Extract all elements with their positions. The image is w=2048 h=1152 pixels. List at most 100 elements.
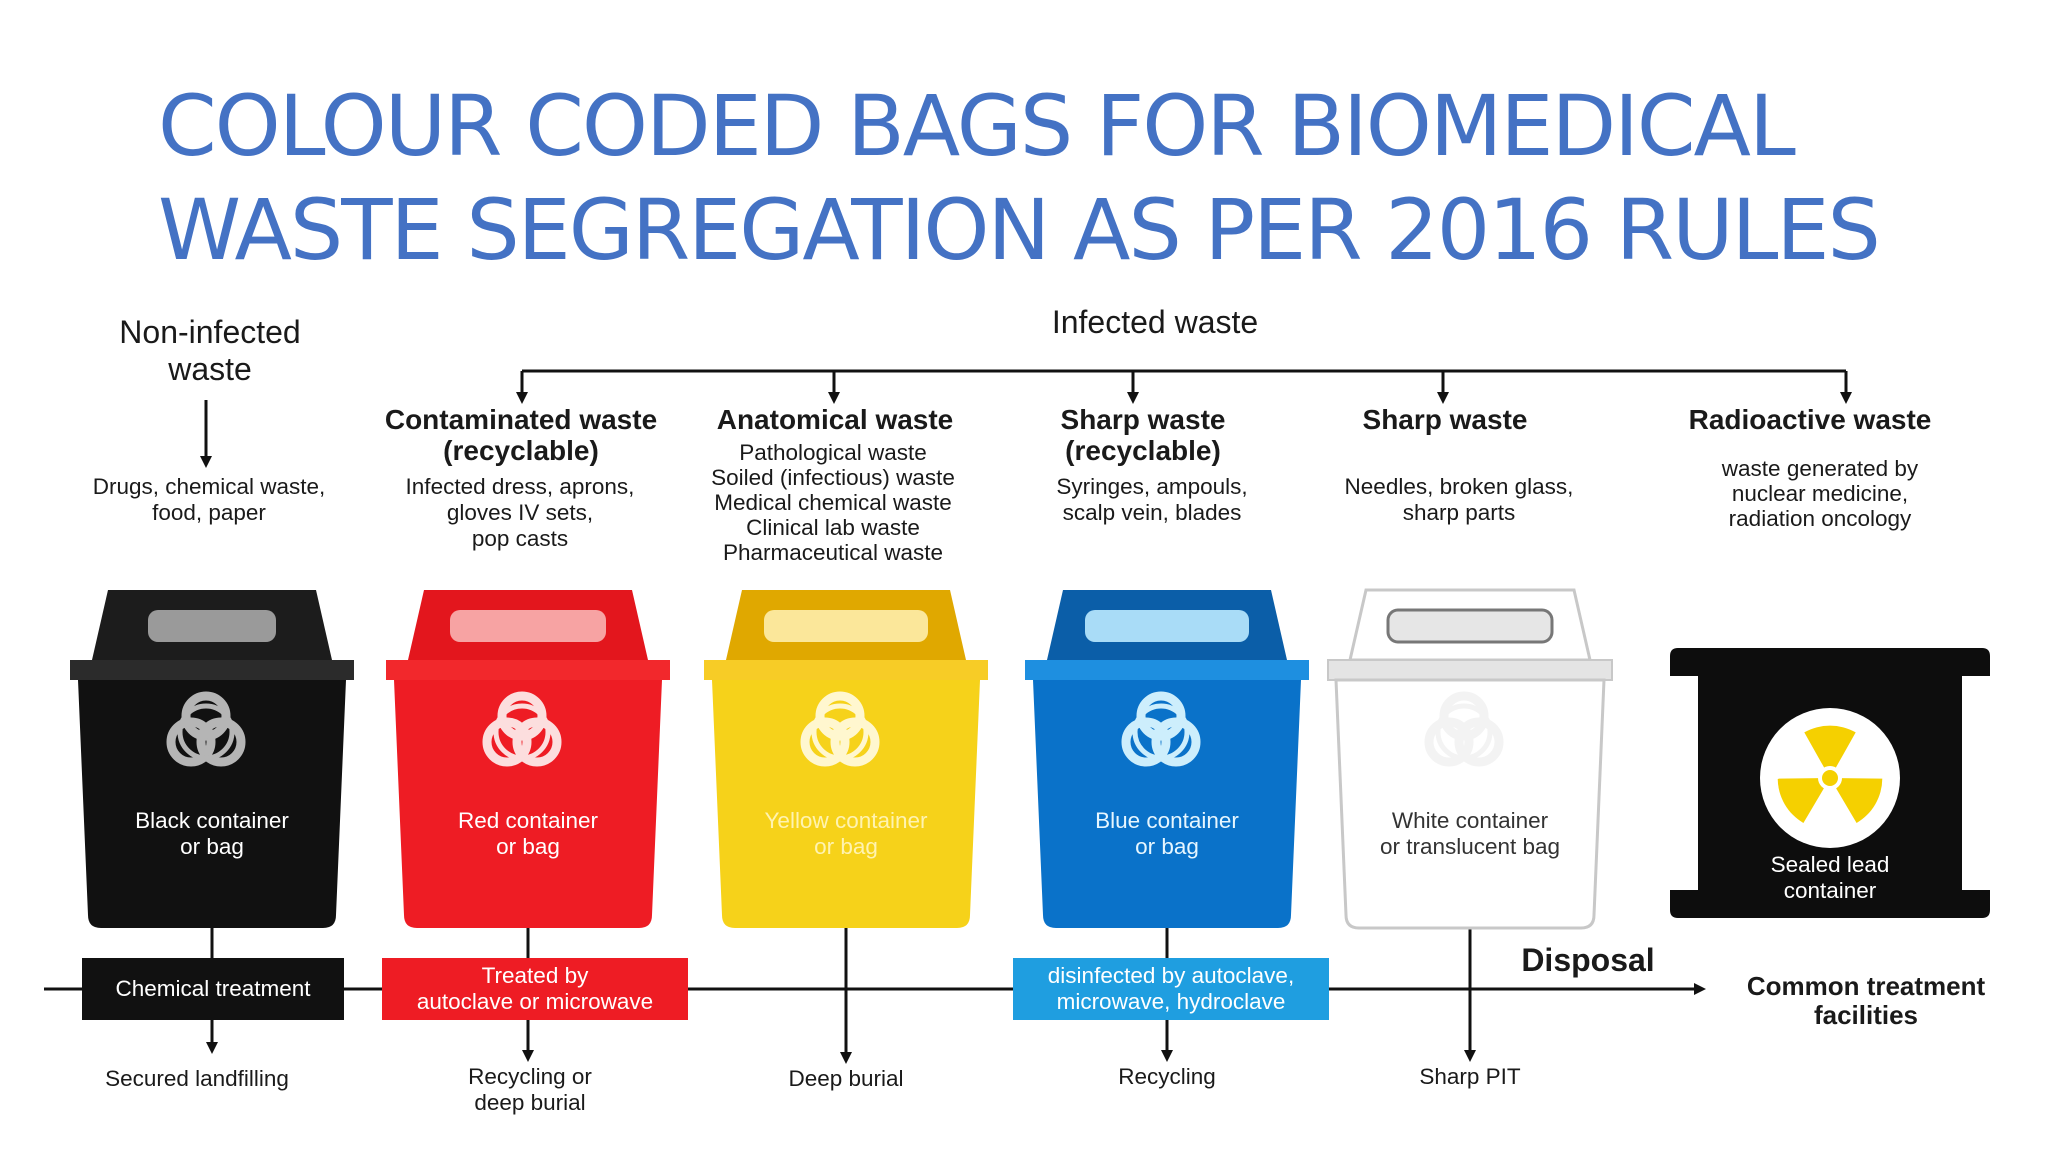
desc-line: Medical chemical waste	[714, 490, 952, 515]
chemical-treatment-box: Chemical treatment	[82, 958, 344, 1020]
desc-line: Pharmaceutical waste	[722, 540, 944, 565]
category-sharp-title: Sharp waste	[1310, 404, 1580, 435]
red-bin-label: Red container or bag	[398, 808, 658, 860]
desc-line: Infected dress, aprons,	[405, 474, 635, 499]
non-infected-heading: Non-infected waste	[78, 314, 342, 388]
black-bin-body	[78, 680, 346, 928]
outcome-sharp-pit: Sharp PIT	[1419, 1064, 1521, 1089]
yellow-bin-rim	[704, 660, 988, 680]
non-infected-heading-line2: waste	[168, 351, 252, 387]
black-bin-rim	[70, 660, 354, 680]
bin-label-line2: or bag	[1135, 834, 1199, 859]
treatment-line2: autoclave or microwave	[416, 989, 654, 1014]
desc-line: pop casts	[471, 526, 569, 551]
bin-label-line1: Red container	[457, 808, 599, 833]
title-line-1: COLOUR CODED BAGS FOR BIOMEDICAL	[158, 77, 1796, 175]
common-treatment-line2: facilities	[1813, 1000, 1919, 1030]
sealed-lead-container	[1670, 648, 1990, 918]
category-anatomical-title: Anatomical waste	[690, 404, 980, 435]
desc-line: radiation oncology	[1728, 506, 1912, 531]
category-title-line1: Sharp waste	[1362, 404, 1528, 435]
category-title-line1: Anatomical waste	[716, 404, 954, 435]
white-bin	[1327, 588, 1613, 930]
lead-label-line1: Sealed lead	[1770, 852, 1890, 877]
chemical-treatment-label: Chemical treatment	[115, 976, 311, 1001]
outcome-line2: deep burial	[474, 1090, 586, 1115]
white-bin-rim	[1327, 659, 1613, 681]
outcome-line1: Recycling or	[468, 1064, 592, 1089]
bin-label-line2: or bag	[180, 834, 244, 859]
black-bin-handle	[148, 610, 276, 642]
white-bin-body	[1334, 678, 1606, 930]
category-sharp-desc: Needles, broken glass, sharp parts	[1300, 474, 1618, 526]
category-title-line1: Sharp waste	[1060, 404, 1226, 435]
outcome-recycling-or-deep-burial: Recycling or deep burial	[400, 1064, 660, 1116]
blue-bin-label: Blue container or bag	[1037, 808, 1297, 860]
desc-line: Pathological waste	[739, 440, 927, 465]
autoclave-treatment-box: Treated by autoclave or microwave	[382, 958, 688, 1020]
outcome-secured-landfilling: Secured landfilling	[105, 1066, 289, 1091]
category-radioactive-title: Radioactive waste	[1660, 404, 1960, 435]
desc-line: waste generated by	[1721, 456, 1919, 481]
sealed-lead-label: Sealed lead container	[1706, 852, 1954, 904]
blue-bin	[1025, 590, 1309, 928]
desc-line: Soiled (infectious) waste	[711, 465, 955, 490]
blue-bin-rim	[1025, 660, 1309, 680]
yellow-bin	[704, 590, 988, 928]
category-sharp-recyclable-title: Sharp waste (recyclable)	[1006, 404, 1280, 466]
yellow-bin-handle	[764, 610, 928, 642]
category-anatomical-desc: Pathological waste Soiled (infectious) w…	[668, 440, 998, 565]
yellow-bin-body	[712, 680, 980, 928]
title-line-2: WASTE SEGREGATION AS PER 2016 RULES	[158, 181, 1881, 279]
bin-label-line1: Yellow container	[764, 808, 928, 833]
bin-label-line1: White container	[1391, 808, 1549, 833]
bin-label-line1: Black container	[135, 808, 289, 833]
desc-line: food, paper	[152, 500, 266, 525]
bin-label-line2: or bag	[814, 834, 878, 859]
black-bin-label: Black container or bag	[82, 808, 342, 860]
non-infected-desc: Drugs, chemical waste, food, paper	[58, 474, 360, 526]
desc-line: sharp parts	[1402, 500, 1516, 525]
black-bin	[70, 590, 354, 928]
disposal-label: Disposal	[1521, 942, 1655, 978]
white-bin-handle	[1386, 608, 1554, 644]
red-bin-rim	[386, 660, 670, 680]
blue-bin-body	[1033, 680, 1301, 928]
bin-label-line2: or translucent bag	[1379, 834, 1561, 859]
page-title: COLOUR CODED BAGS FOR BIOMEDICAL WASTE S…	[158, 74, 1998, 282]
outcome-recycling: Recycling	[1118, 1064, 1216, 1089]
red-bin-body	[394, 680, 662, 928]
desc-line: Needles, broken glass,	[1344, 474, 1574, 499]
red-bin-handle	[450, 610, 606, 642]
category-title-line2: (recyclable)	[443, 435, 599, 466]
radiation-icon	[1777, 725, 1883, 823]
category-radioactive-desc: waste generated by nuclear medicine, rad…	[1670, 456, 1970, 531]
treatment-line1: Treated by	[481, 963, 589, 988]
common-treatment-label: Common treatment facilities	[1716, 972, 2016, 1030]
category-title-line2: (recyclable)	[1065, 435, 1221, 466]
desc-line: scalp vein, blades	[1062, 500, 1242, 525]
white-bin-label: White container or translucent bag	[1340, 808, 1600, 860]
blue-bin-handle	[1085, 610, 1249, 642]
non-infected-heading-line1: Non-infected	[119, 314, 301, 350]
desc-line: Clinical lab waste	[746, 515, 920, 540]
yellow-bin-label: Yellow container or bag	[716, 808, 976, 860]
red-bin	[386, 590, 670, 928]
category-contaminated-desc: Infected dress, aprons, gloves IV sets, …	[370, 474, 670, 552]
desc-line: gloves IV sets,	[446, 500, 594, 525]
category-title-line1: Radioactive waste	[1688, 404, 1932, 435]
infected-bracket	[516, 369, 1852, 404]
bin-label-line1: Blue container	[1095, 808, 1239, 833]
outcome-deep-burial: Deep burial	[788, 1066, 904, 1091]
desc-line: Syringes, ampouls,	[1056, 474, 1248, 499]
treatment-line2: microwave, hydroclave	[1056, 989, 1286, 1014]
bin-label-line2: or bag	[496, 834, 560, 859]
category-title-line1: Contaminated waste	[384, 404, 658, 435]
category-sharp-recyclable-desc: Syringes, ampouls, scalp vein, blades	[1010, 474, 1294, 526]
common-treatment-line1: Common treatment	[1746, 971, 1986, 1001]
infected-heading: Infected waste	[1051, 304, 1259, 340]
desc-line: Drugs, chemical waste,	[92, 474, 326, 499]
lead-label-line2: container	[1783, 878, 1877, 903]
disinfection-treatment-box: disinfected by autoclave, microwave, hyd…	[1013, 958, 1329, 1020]
